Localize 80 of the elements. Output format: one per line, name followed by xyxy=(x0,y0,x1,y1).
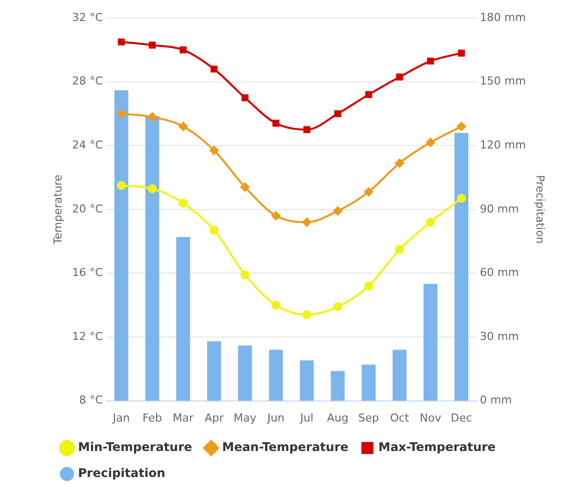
x-tick-label: Feb xyxy=(142,411,162,424)
point xyxy=(148,42,156,49)
point xyxy=(180,46,187,54)
point xyxy=(458,50,465,57)
x-tick-label: Oct xyxy=(390,411,410,424)
y2-tick-label: 90 mm xyxy=(480,202,519,216)
y-tick-label: 32 °C xyxy=(72,10,104,24)
x-tick-label: Jun xyxy=(266,411,285,424)
y-tick-label: 8 °C xyxy=(79,394,104,407)
y-axis-title: Temperature xyxy=(51,174,64,246)
y-tick-label: 16 °C xyxy=(72,266,104,280)
point xyxy=(210,146,219,155)
point xyxy=(210,226,219,235)
point xyxy=(426,218,435,227)
x-tick-label: Mar xyxy=(172,411,194,424)
point xyxy=(333,302,342,312)
y2-tick-label: 30 mm xyxy=(480,330,519,343)
point xyxy=(271,300,280,310)
y-tick-label: 28 °C xyxy=(72,74,104,88)
y2-tick-label: 60 mm xyxy=(480,266,519,280)
bar xyxy=(424,284,438,401)
y2-axis-title: Precipitation xyxy=(534,175,547,244)
point xyxy=(148,112,157,122)
y2-tick-label: 120 mm xyxy=(480,138,526,152)
point xyxy=(395,158,404,168)
point xyxy=(396,74,404,80)
point xyxy=(240,182,250,192)
point xyxy=(303,126,310,134)
x-tick-label: May xyxy=(234,411,257,424)
point xyxy=(272,120,280,127)
point xyxy=(364,281,374,290)
x-tick-label: Dec xyxy=(450,411,472,424)
bar xyxy=(362,364,376,401)
point xyxy=(456,122,466,131)
y2-tick-label: 150 mm xyxy=(480,74,526,88)
legend-label: Max-Temperature xyxy=(378,440,496,454)
x-tick-label: Nov xyxy=(420,411,442,424)
point xyxy=(427,58,434,65)
point xyxy=(116,109,126,118)
y-tick-label: 20 °C xyxy=(72,202,104,216)
point xyxy=(116,180,126,190)
y-tick-label: 24 °C xyxy=(72,138,104,152)
bar xyxy=(454,132,468,401)
point xyxy=(302,310,312,320)
point xyxy=(240,270,250,280)
legend-label: Precipitation xyxy=(78,466,166,480)
bar xyxy=(300,360,314,401)
point xyxy=(364,187,374,196)
point xyxy=(395,244,404,254)
point xyxy=(334,110,342,118)
bar xyxy=(114,90,128,401)
x-tick-label: Apr xyxy=(204,411,224,424)
legend-label: Min-Temperature xyxy=(78,440,192,454)
point xyxy=(302,218,312,227)
y2-tick-label: 0 mm xyxy=(480,394,512,407)
point xyxy=(210,66,218,73)
x-tick-label: Jan xyxy=(112,411,130,424)
point xyxy=(426,138,435,147)
bar xyxy=(207,341,222,401)
point xyxy=(148,184,157,194)
point xyxy=(242,94,248,102)
point xyxy=(365,91,372,98)
point xyxy=(118,38,125,46)
bar xyxy=(176,237,190,401)
x-tick-label: Jul xyxy=(299,411,314,424)
y2-tick-label: 180 mm xyxy=(480,10,526,24)
legend-label: Mean-Temperature xyxy=(222,440,348,454)
point xyxy=(333,206,342,216)
point xyxy=(178,198,188,208)
bar xyxy=(145,116,160,401)
y-tick-label: 12 °C xyxy=(72,330,104,343)
bar xyxy=(330,371,345,401)
point xyxy=(456,194,466,203)
x-tick-label: Aug xyxy=(327,411,348,424)
bar xyxy=(268,350,283,401)
point xyxy=(178,122,188,131)
bar xyxy=(238,346,252,401)
bar xyxy=(392,350,407,401)
x-tick-label: Sep xyxy=(358,411,380,424)
point xyxy=(271,211,280,220)
